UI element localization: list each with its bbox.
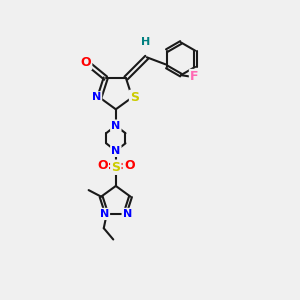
- Text: H: H: [141, 38, 150, 47]
- Text: N: N: [92, 92, 101, 102]
- Text: O: O: [124, 159, 134, 172]
- Text: O: O: [97, 159, 108, 172]
- Text: F: F: [190, 70, 199, 83]
- Text: N: N: [111, 146, 120, 156]
- Text: N: N: [111, 121, 120, 130]
- Text: N: N: [123, 209, 132, 219]
- Text: O: O: [80, 56, 91, 69]
- Text: S: S: [111, 161, 120, 174]
- Text: N: N: [100, 209, 109, 219]
- Text: S: S: [130, 91, 139, 104]
